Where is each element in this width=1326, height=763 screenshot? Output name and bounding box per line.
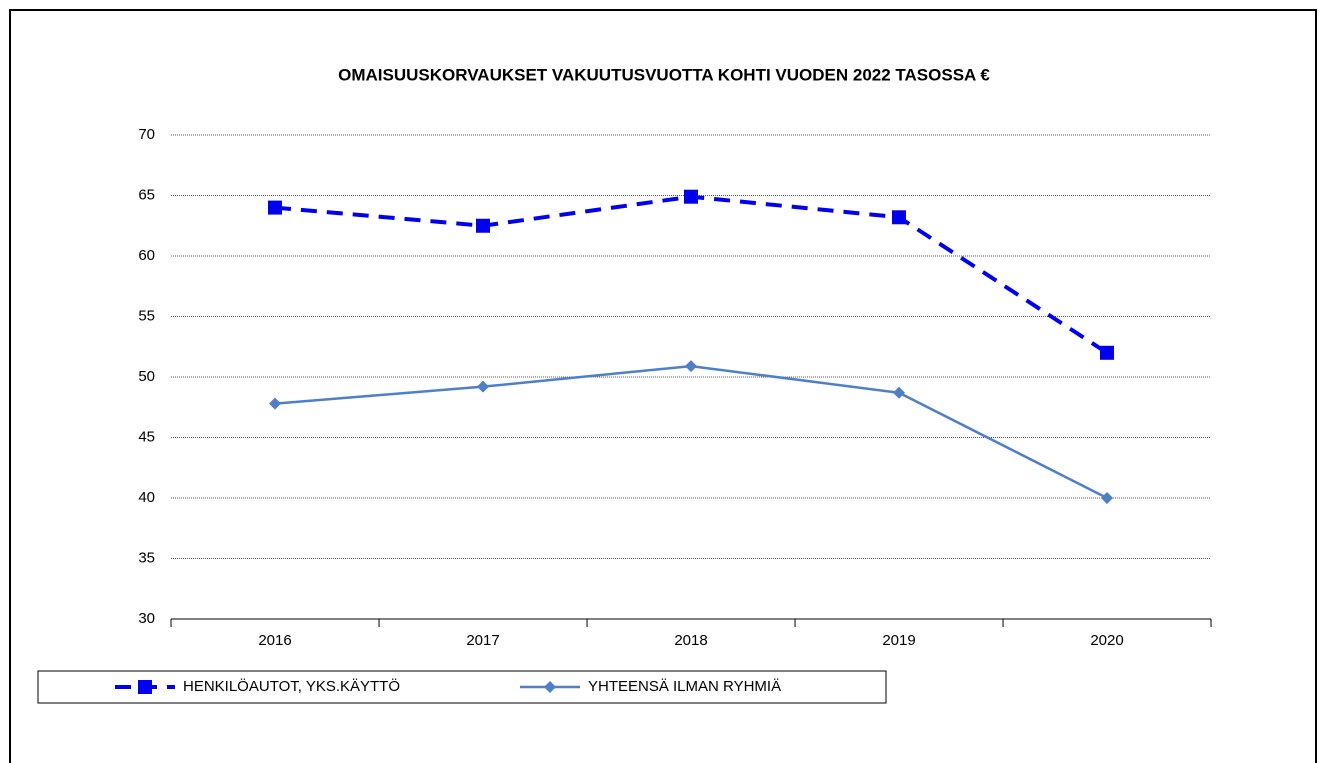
marker	[1101, 492, 1113, 504]
legend-label: HENKILÖAUTOT, YKS.KÄYTTÖ	[183, 677, 400, 695]
legend-label: YHTEENSÄ ILMAN RYHMIÄ	[588, 678, 781, 695]
marker	[138, 680, 152, 694]
x-tick-label: 2019	[882, 632, 915, 649]
y-tick-label: 50	[138, 368, 155, 385]
chart-title: OMAISUUSKORVAUKSET VAKUUTUSVUOTTA KOHTI …	[338, 65, 990, 84]
marker	[268, 200, 282, 215]
x-tick-label: 2016	[258, 632, 291, 649]
marker	[1100, 345, 1114, 360]
chart-border	[9, 9, 1317, 763]
y-tick-label: 40	[138, 489, 155, 506]
y-tick-label: 45	[138, 428, 155, 445]
marker	[477, 380, 489, 393]
marker	[269, 397, 281, 410]
y-tick-label: 70	[138, 126, 155, 143]
marker	[685, 360, 697, 373]
x-tick-label: 2020	[1090, 632, 1123, 649]
x-tick-label: 2017	[466, 632, 499, 649]
y-tick-label: 55	[138, 307, 155, 324]
legend-entry: HENKILÖAUTOT, YKS.KÄYTTÖ	[115, 677, 400, 695]
marker	[892, 210, 906, 225]
y-tick-label: 60	[138, 247, 155, 264]
legend-box	[37, 670, 887, 704]
x-tick-label: 2018	[674, 632, 707, 649]
legend-entry: YHTEENSÄ ILMAN RYHMIÄ	[520, 678, 781, 695]
y-tick-label: 35	[138, 549, 155, 566]
marker	[684, 189, 698, 204]
series-line	[274, 364, 1108, 500]
series-line	[274, 194, 1109, 355]
marker	[544, 681, 556, 693]
y-tick-label: 30	[138, 610, 155, 627]
marker	[476, 218, 490, 233]
marker	[893, 386, 905, 399]
y-tick-label: 65	[138, 186, 155, 203]
